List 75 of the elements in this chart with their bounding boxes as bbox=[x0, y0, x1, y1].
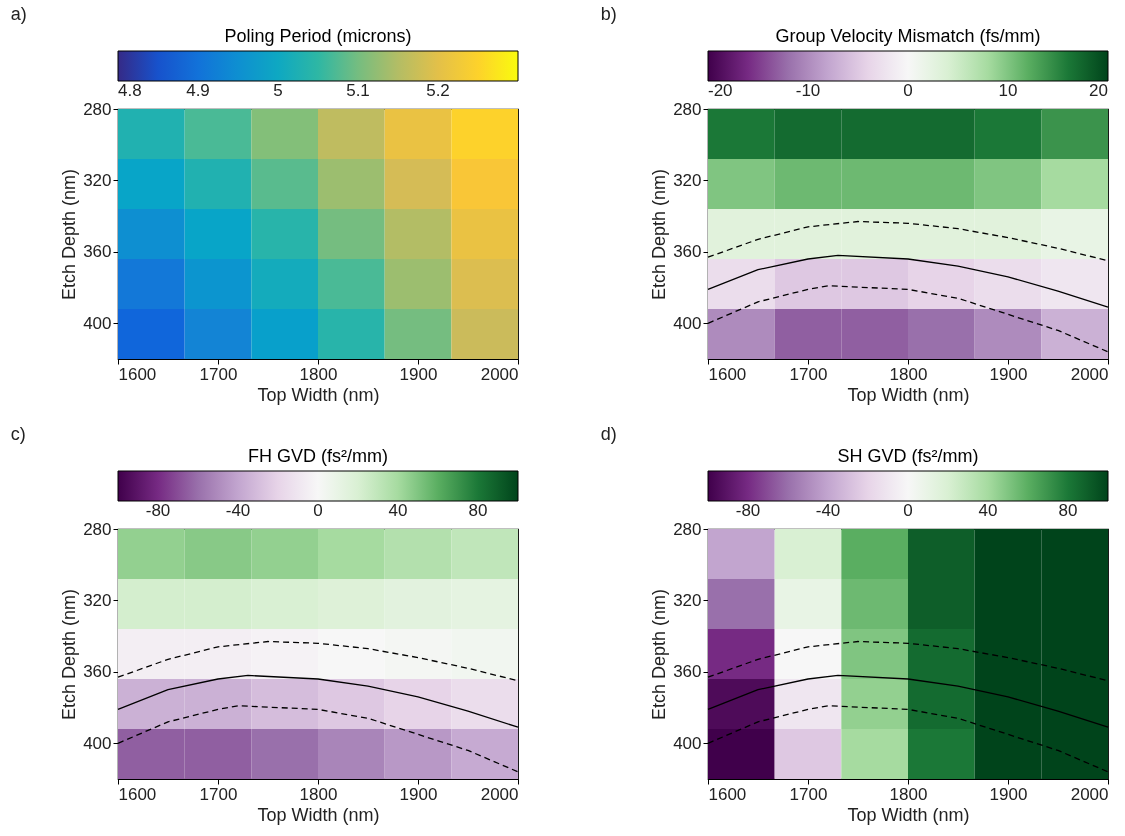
color-bar-title: Group Velocity Mismatch (fs/mm) bbox=[775, 26, 1041, 46]
x-tick-label: 2000 bbox=[1070, 784, 1109, 804]
x-axis-title: Top Width (nm) bbox=[847, 384, 970, 405]
x-tick-label: 1800 bbox=[889, 784, 928, 804]
x-tick-label: 1900 bbox=[989, 364, 1028, 384]
x-tick-label: 1600 bbox=[118, 784, 157, 804]
x-axis-title: Top Width (nm) bbox=[847, 804, 970, 825]
x-tick-label: 1900 bbox=[399, 364, 438, 384]
line-series bbox=[707, 220, 1109, 262]
x-tick-label: 1800 bbox=[299, 364, 338, 384]
color-bar-label: 80 bbox=[468, 501, 488, 520]
color-bar-title: FH GVD (fs²/mm) bbox=[248, 446, 388, 466]
y-tick-label: 360 bbox=[673, 662, 702, 682]
color-bar-label: 10 bbox=[998, 81, 1018, 100]
y-tick-label: 320 bbox=[83, 170, 112, 190]
x-tick-label: 2000 bbox=[1070, 364, 1109, 384]
y-tick-label: 280 bbox=[673, 99, 702, 119]
chart-title: c) bbox=[10, 424, 26, 444]
x-tick-label: 1900 bbox=[399, 784, 438, 804]
x-tick-label: 1600 bbox=[708, 364, 747, 384]
x-tick-label: 1700 bbox=[789, 364, 828, 384]
color-bar-label: 20 bbox=[1089, 81, 1108, 100]
x-tick-label: 1600 bbox=[118, 364, 157, 384]
chart-title: d) bbox=[600, 424, 617, 444]
line-series bbox=[117, 640, 519, 682]
y-tick-label: 400 bbox=[673, 733, 702, 753]
y-axis-title: Etch Depth (nm) bbox=[59, 588, 80, 721]
color-bar-label: -40 bbox=[225, 501, 251, 520]
y-tick-label: 320 bbox=[673, 590, 702, 610]
color-bar-label: 5 bbox=[273, 81, 283, 100]
x-tick-label: 1600 bbox=[708, 784, 747, 804]
x-tick-label: 2000 bbox=[480, 784, 519, 804]
color-bar-label: 40 bbox=[388, 501, 408, 520]
color-bar-label: 0 bbox=[903, 501, 913, 520]
x-tick-label: 1700 bbox=[199, 364, 238, 384]
chart-title: b) bbox=[600, 4, 617, 24]
x-tick-label: 1700 bbox=[199, 784, 238, 804]
color-bar-label: 0 bbox=[313, 501, 323, 520]
line-series bbox=[707, 640, 1109, 682]
y-tick-label: 360 bbox=[673, 242, 702, 262]
x-tick-label: 1700 bbox=[789, 784, 828, 804]
y-tick-label: 280 bbox=[83, 519, 112, 539]
y-tick-label: 400 bbox=[83, 733, 112, 753]
color-bar-label: 4.8 bbox=[118, 81, 142, 100]
y-tick-label: 280 bbox=[673, 519, 702, 539]
color-bar-label: 5.2 bbox=[426, 81, 450, 100]
color-bar-title: Poling Period (microns) bbox=[224, 26, 412, 46]
x-axis-title: Top Width (nm) bbox=[257, 384, 380, 405]
color-bar-label: -80 bbox=[735, 501, 761, 520]
y-axis-title: Etch Depth (nm) bbox=[649, 588, 670, 721]
color-bar-label: 0 bbox=[903, 81, 913, 100]
y-tick-label: 320 bbox=[673, 170, 702, 190]
y-axis-title: Etch Depth (nm) bbox=[59, 168, 80, 301]
y-tick-label: 400 bbox=[83, 313, 112, 333]
color-bar-label: 40 bbox=[978, 501, 998, 520]
x-tick-label: 1800 bbox=[889, 364, 928, 384]
y-tick-label: 320 bbox=[83, 590, 112, 610]
color-bar-label: 80 bbox=[1058, 501, 1078, 520]
x-axis-title: Top Width (nm) bbox=[257, 804, 380, 825]
y-tick-label: 400 bbox=[673, 313, 702, 333]
color-bar-label: -80 bbox=[145, 501, 171, 520]
color-bar-label: 5.1 bbox=[346, 81, 370, 100]
x-tick-label: 2000 bbox=[480, 364, 519, 384]
y-tick-label: 360 bbox=[83, 662, 112, 682]
color-bar-title: SH GVD (fs²/mm) bbox=[837, 446, 979, 466]
y-tick-label: 280 bbox=[83, 99, 112, 119]
x-tick-label: 1800 bbox=[299, 784, 338, 804]
x-tick-label: 1900 bbox=[989, 784, 1028, 804]
y-tick-label: 360 bbox=[83, 242, 112, 262]
color-bar-label: -20 bbox=[708, 81, 733, 100]
color-bar-label: 4.9 bbox=[186, 81, 210, 100]
y-axis-title: Etch Depth (nm) bbox=[649, 168, 670, 301]
chart-title: a) bbox=[10, 4, 27, 24]
color-bar-label: -40 bbox=[815, 501, 841, 520]
color-bar-label: -10 bbox=[795, 81, 821, 100]
